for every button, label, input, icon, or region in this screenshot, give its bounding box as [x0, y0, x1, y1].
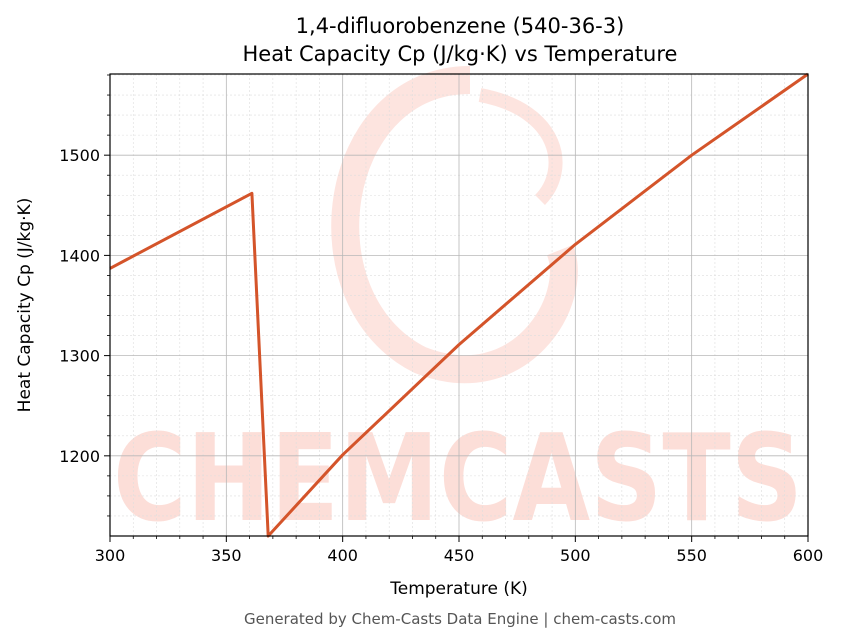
watermark-text: CHEMCASTS	[113, 410, 803, 549]
x-tick-label: 500	[560, 546, 591, 565]
x-tick-label: 600	[793, 546, 824, 565]
watermark: CHEMCASTS	[113, 66, 803, 549]
y-tick-label: 1200	[59, 447, 100, 466]
x-tick-label: 400	[327, 546, 358, 565]
footer-credit: Generated by Chem-Casts Data Engine | ch…	[244, 610, 676, 628]
x-tick-label: 300	[95, 546, 126, 565]
chart-subtitle: Heat Capacity Cp (J/kg·K) vs Temperature	[243, 42, 678, 66]
y-tick-label: 1500	[59, 146, 100, 165]
x-tick-label: 550	[676, 546, 707, 565]
series-line-0	[109, 72, 809, 538]
y-axis-label: Heat Capacity Cp (J/kg·K)	[15, 198, 35, 413]
x-tick-label: 350	[211, 546, 242, 565]
y-tick-label: 1300	[59, 347, 100, 366]
y-tick-label: 1400	[59, 246, 100, 265]
series-layer	[109, 72, 809, 538]
chart-title: 1,4-difluorobenzene (540-36-3)	[296, 14, 625, 38]
x-axis-label: Temperature (K)	[389, 579, 528, 599]
major-grid	[110, 74, 808, 536]
ticks-layer: 300 350 400 450 500 550 600 1200 1300 1400 1500	[59, 74, 824, 565]
x-tick-label: 450	[444, 546, 475, 565]
